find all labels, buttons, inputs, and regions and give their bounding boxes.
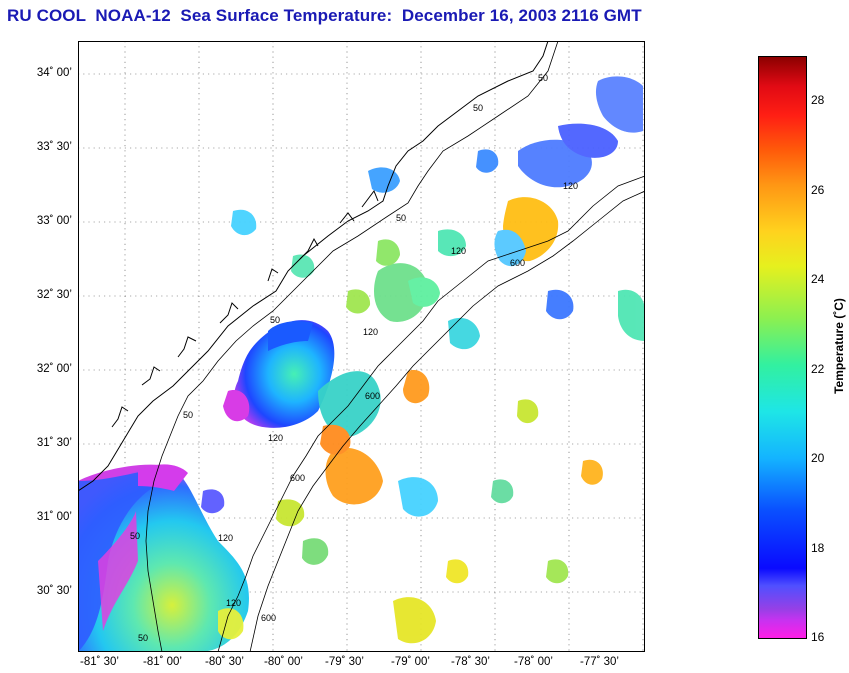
contour-value-labels: 50 50 50 50 50 50 50 120 120 120 120 120… [130, 73, 578, 643]
lon-label: -79˚ 00’ [391, 656, 430, 668]
lat-label: 32˚ 00’ [36, 363, 72, 375]
contour-label: 50 [130, 531, 140, 541]
colorbar-label: 28 [811, 93, 825, 107]
contour-label: 600 [510, 258, 525, 268]
colorbar-label: 26 [811, 183, 825, 197]
colorbar-title: Temperature (˚C) [832, 298, 846, 394]
colorbar-label: 24 [811, 272, 825, 286]
lat-label: 33˚ 30’ [36, 141, 72, 153]
temperature-colorbar [758, 56, 807, 639]
contour-label: 120 [226, 598, 241, 608]
lat-label: 34˚ 00’ [36, 67, 72, 79]
colorbar-label: 22 [811, 362, 825, 376]
contour-label: 50 [138, 633, 148, 643]
lat-label: 32˚ 30’ [36, 289, 72, 301]
lon-label: -81˚ 00’ [143, 656, 182, 668]
contour-label: 120 [451, 246, 466, 256]
contour-label: 50 [473, 103, 483, 113]
sst-map: 50 50 50 50 50 50 50 120 120 120 120 120… [78, 41, 645, 652]
lon-label: -81˚ 30’ [80, 656, 119, 668]
lat-label: 33˚ 00’ [36, 215, 72, 227]
contour-label: 600 [261, 613, 276, 623]
contour-label: 120 [218, 533, 233, 543]
isobath-contours [145, 41, 645, 652]
lat-label: 31˚ 30’ [36, 437, 72, 449]
sst-data-layer [78, 76, 645, 652]
map-frame [78, 41, 645, 652]
contour-label: 600 [365, 391, 380, 401]
contour-label: 50 [396, 213, 406, 223]
lat-label: 31˚ 00’ [36, 511, 72, 523]
lon-label: -80˚ 30’ [205, 656, 244, 668]
lon-label: -79˚ 30’ [325, 656, 364, 668]
contour-label: 50 [538, 73, 548, 83]
colorbar-label: 18 [811, 541, 825, 555]
colorbar-label: 20 [811, 451, 825, 465]
contour-label: 50 [270, 315, 280, 325]
lat-label: 30˚ 30’ [36, 585, 72, 597]
contour-label: 120 [268, 433, 283, 443]
lon-label: -77˚ 30’ [580, 656, 619, 668]
map-title: RU COOL NOAA-12 Sea Surface Temperature:… [7, 6, 642, 25]
coastline [78, 41, 549, 492]
contour-label: 50 [183, 410, 193, 420]
contour-label: 120 [363, 327, 378, 337]
colorbar-label: 16 [811, 630, 825, 644]
lon-label: -78˚ 00’ [514, 656, 553, 668]
contour-label: 600 [290, 473, 305, 483]
lon-label: -80˚ 00’ [264, 656, 303, 668]
contour-label: 120 [563, 181, 578, 191]
lon-label: -78˚ 30’ [451, 656, 490, 668]
